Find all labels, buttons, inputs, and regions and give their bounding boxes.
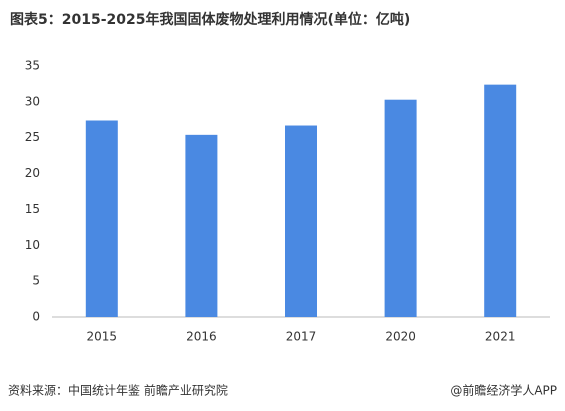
y-tick-label: 35 [25, 59, 40, 73]
credit: @前瞻经济学人APP [450, 383, 557, 398]
chart-title: 图表5：2015-2025年我国固体废物处理利用情况(单位：亿吨) [10, 11, 410, 28]
source: 资料来源：中国统计年鉴 前瞻产业研究院 [8, 383, 228, 398]
x-tick-label: 2015 [87, 330, 118, 344]
bar [484, 84, 517, 317]
x-tick-label: 2021 [485, 330, 516, 344]
x-tick-label: 2017 [286, 330, 317, 344]
bar [85, 120, 118, 317]
x-tick-label: 2016 [186, 330, 217, 344]
x-tick-label: 2020 [385, 330, 416, 344]
bar [185, 134, 218, 317]
y-tick-label: 20 [25, 166, 40, 180]
bar [384, 99, 417, 317]
y-tick-label: 15 [25, 202, 40, 216]
y-tick-label: 5 [32, 274, 40, 288]
bar [285, 125, 317, 317]
y-tick-label: 0 [32, 310, 40, 324]
y-tick-label: 10 [25, 238, 40, 252]
y-tick-label: 25 [25, 130, 40, 144]
y-tick-label: 30 [25, 94, 40, 108]
